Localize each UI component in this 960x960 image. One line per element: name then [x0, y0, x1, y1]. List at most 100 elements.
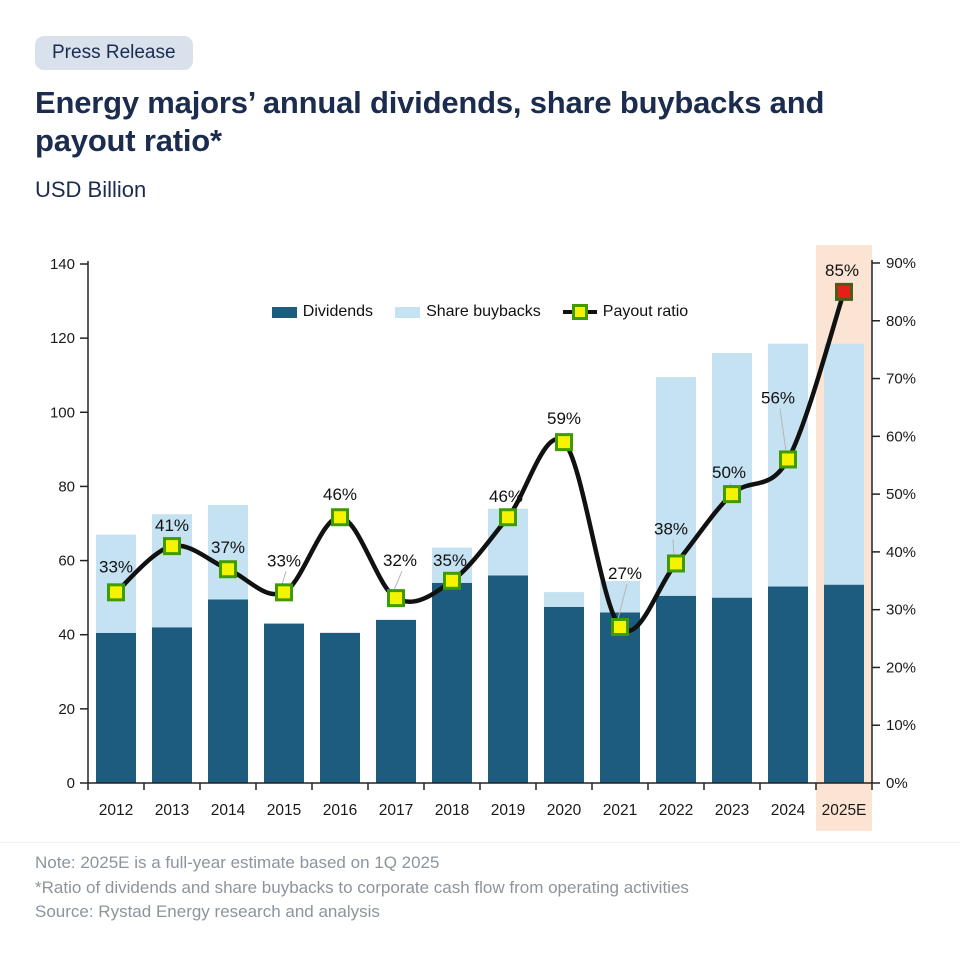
x-axis-label-2023: 2023	[715, 802, 749, 819]
payout-label-2021: 27%	[608, 564, 642, 583]
legend-label: Dividends	[302, 303, 374, 320]
legend-label: Payout ratio	[602, 303, 689, 320]
data-label-leader-line	[393, 570, 403, 591]
payout-marker-2014	[219, 560, 237, 579]
bar-dividends-2017	[376, 619, 416, 783]
left-axis-tick-label: 20	[58, 701, 75, 718]
data-label-leader-line	[617, 583, 628, 620]
payout-marker-2016	[331, 508, 349, 527]
x-axis-label-2020: 2020	[547, 802, 582, 819]
page-title: Energy majors’ annual dividends, share b…	[35, 85, 825, 159]
payout-marker-2017	[387, 589, 405, 608]
bar-dividends-2022	[656, 595, 696, 783]
footer-divider	[0, 842, 960, 843]
right-axis-tick-label: 50%	[886, 486, 916, 503]
combo-chart: 0 20 40 60 80 100 120 140 0% 10% 20% 30% 40% 50% 60% 70…	[50, 245, 916, 831]
payout-label-2017: 32%	[383, 551, 417, 570]
payout-label-2016: 46%	[323, 485, 357, 504]
dividends-swatch-icon	[271, 306, 297, 318]
payout-label-2015: 33%	[267, 551, 301, 570]
legend-item-dividends: Dividends	[271, 303, 374, 321]
x-axis-label-2021: 2021	[603, 802, 637, 819]
data-label-leader-line	[281, 571, 287, 585]
x-axis-label-2016: 2016	[323, 802, 357, 819]
payout-marker-2022	[667, 554, 685, 573]
x-axis-label-2024: 2024	[771, 802, 806, 819]
payout-label-2020: 59%	[547, 409, 581, 428]
left-axis-tick-label: 40	[58, 627, 75, 644]
right-axis-tick-label: 30%	[886, 602, 916, 619]
payout-marker-2024	[779, 450, 797, 469]
payout-label-2024: 56%	[761, 388, 795, 407]
footnote-source: Source: Rystad Energy research and analy…	[35, 902, 380, 921]
bar-dividends-2012	[96, 632, 136, 783]
share-buybacks-swatch-icon	[395, 306, 421, 318]
bar-dividends-2018	[432, 582, 472, 783]
x-axis-label-2018: 2018	[435, 802, 469, 819]
bar-dividends-2019	[488, 575, 528, 783]
payout-label-2023: 50%	[712, 463, 746, 482]
bar-dividends-2020	[544, 606, 584, 783]
right-axis-tick-label: 60%	[886, 428, 916, 445]
payout-label-2019: 46%	[489, 487, 523, 506]
bar-buybacks-2023	[712, 352, 752, 598]
payout-marker-2013	[163, 537, 181, 556]
x-axis-label-2012: 2012	[99, 802, 133, 819]
bar-dividends-2013	[152, 627, 192, 783]
data-label-leader-line	[779, 408, 787, 452]
bar-buybacks-2013	[152, 514, 192, 628]
bar-dividends-2023	[712, 597, 752, 783]
payout-label-2018: 35%	[433, 551, 467, 570]
bar-dividends-2025E	[824, 584, 864, 783]
x-axis-label-2014: 2014	[211, 802, 246, 819]
legend-item-share-buybacks: Share buybacks	[395, 303, 541, 321]
payout-marker-2012	[107, 583, 125, 602]
right-axis-tick-label: 90%	[886, 255, 916, 272]
chart-footnotes: Note: 2025E is a full-year estimate base…	[35, 851, 689, 925]
left-axis-tick-label: 100	[50, 404, 75, 421]
right-axis-tick-label: 10%	[886, 717, 916, 734]
bar-buybacks-2025E	[824, 343, 864, 585]
payout-marker-2021	[611, 618, 629, 636]
right-axis-tick-label: 80%	[886, 313, 916, 330]
payout-marker-2019	[499, 508, 517, 527]
left-axis-tick-label: 80	[58, 478, 75, 495]
payout-label-2012: 33%	[99, 557, 133, 576]
legend-item-payout-ratio: Payout ratio	[562, 303, 689, 321]
payout-ratio-marker-icon	[562, 304, 597, 320]
x-axis-label-2019: 2019	[491, 802, 525, 819]
x-axis-label-2017: 2017	[379, 802, 413, 819]
bar-buybacks-2020	[544, 592, 584, 607]
left-axis-tick-label: 120	[50, 330, 75, 347]
footnote-ratio-definition: *Ratio of dividends and share buybacks t…	[35, 877, 689, 897]
bar-dividends-2016	[320, 632, 360, 783]
payout-marker-2023	[723, 485, 741, 504]
press-release-badge: Press Release	[35, 36, 193, 70]
bar-dividends-2024	[768, 586, 808, 783]
legend-label: Share buybacks	[426, 303, 541, 320]
bar-buybacks-2014	[208, 504, 248, 600]
x-axis-label-2013: 2013	[155, 802, 189, 819]
payout-label-2013: 41%	[155, 516, 189, 535]
footnote-estimate: Note: 2025E is a full-year estimate base…	[35, 853, 440, 872]
bar-dividends-2021	[600, 612, 640, 783]
right-axis-tick-label: 40%	[886, 544, 916, 561]
right-axis-tick-label: 0%	[886, 775, 908, 792]
payout-label-2025E: 85%	[825, 261, 859, 280]
x-axis-label-2025E: 2025E	[822, 802, 867, 819]
payout-marker-2025E	[835, 282, 853, 301]
chart-legend: Dividends Share buybacks Payout ratio	[88, 303, 872, 321]
data-label-leader-line	[672, 539, 675, 556]
left-axis-tick-label: 140	[50, 256, 75, 273]
bar-dividends-2014	[208, 599, 248, 783]
bar-dividends-2015	[264, 623, 304, 783]
left-axis-tick-label: 0	[67, 775, 75, 792]
chart-unit-subtitle: USD Billion	[35, 177, 147, 202]
right-axis-tick-label: 20%	[886, 659, 916, 676]
payout-label-2022: 38%	[654, 519, 688, 538]
x-axis-label-2022: 2022	[659, 802, 693, 819]
x-axis-label-2015: 2015	[267, 802, 301, 819]
payout-marker-2015	[275, 583, 293, 602]
payout-marker-2018	[443, 571, 461, 590]
left-axis-tick-label: 60	[58, 553, 75, 570]
